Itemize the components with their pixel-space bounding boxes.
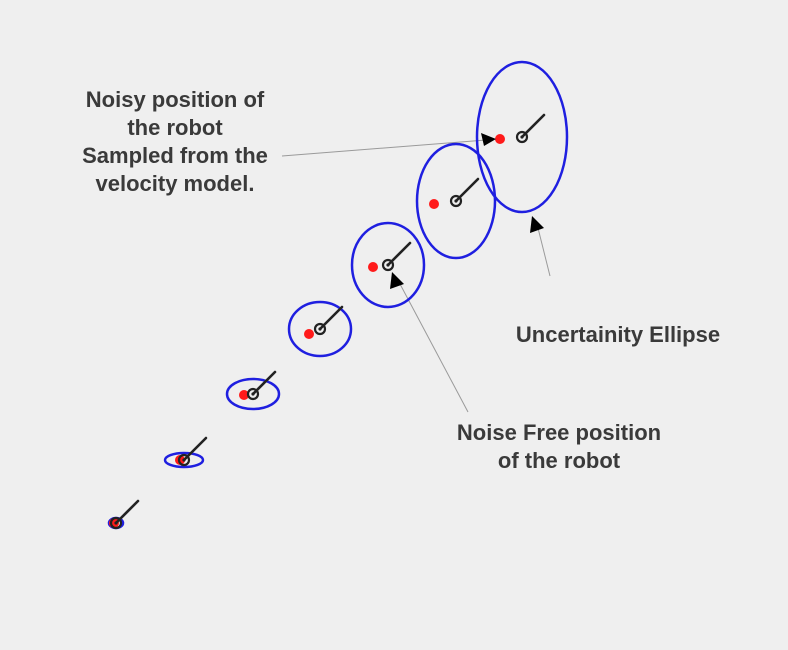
robot-center-5 — [386, 263, 390, 267]
uncertainty-leader-line — [537, 227, 551, 277]
noisy-leader-line — [281, 139, 487, 157]
noisy-position-label: Noisy position of the robot Sampled from… — [60, 86, 290, 198]
noise-free-label-line-2: of the robot — [497, 448, 621, 473]
sample-6 — [415, 142, 497, 260]
noisy-position-point-5 — [368, 262, 378, 272]
robot-center-7 — [520, 135, 524, 139]
uncertainty-ellipse-6 — [415, 142, 497, 260]
noisy-label-line-4: velocity model. — [95, 171, 255, 196]
noisy-label-line-2: the robot — [127, 115, 223, 140]
noisy-position-point-6 — [429, 199, 439, 209]
sample-3 — [225, 370, 281, 411]
robot-center-3 — [251, 392, 255, 396]
sample-7 — [475, 60, 569, 214]
uncertainty-ellipse-7 — [475, 60, 569, 214]
noise-free-arrow-icon — [390, 272, 404, 289]
noise-free-label-line-1: Noise Free position — [456, 420, 662, 445]
robot-center-1 — [114, 521, 118, 525]
noisy-arrow-icon — [481, 133, 496, 146]
uncertainty-arrow-icon — [530, 216, 544, 233]
noise-free-leader-line — [399, 283, 469, 413]
noisy-label-line-1: Noisy position of — [85, 87, 265, 112]
noisy-label-line-3: Sampled from the — [82, 143, 268, 168]
robot-center-2 — [182, 458, 186, 462]
noise-free-position-label: Noise Free position of the robot — [436, 419, 682, 475]
uncertainty-ellipse-3 — [225, 377, 281, 411]
robot-body-3 — [246, 387, 260, 401]
uncertainty-ellipse-label: Uncertainity Ellipse — [498, 321, 738, 349]
noisy-position-point-3 — [239, 390, 249, 400]
sample-2 — [163, 436, 208, 469]
noisy-position-point-4 — [304, 329, 314, 339]
robot-body-1 — [109, 516, 123, 530]
robot-body-6 — [449, 194, 463, 208]
uncertainty-ellipse-2 — [163, 451, 205, 469]
robot-body-2 — [177, 453, 191, 467]
robot-body-7 — [515, 130, 529, 144]
uncertainty-ellipse-5 — [350, 221, 426, 309]
robot-center-4 — [318, 327, 322, 331]
robot-body-4 — [313, 322, 327, 336]
sample-4 — [287, 300, 353, 358]
robot-body-5 — [381, 258, 395, 272]
uncertainty-ellipse-4 — [287, 300, 353, 358]
sample-1 — [107, 499, 140, 530]
sample-5 — [350, 221, 426, 309]
noisy-position-point-7 — [495, 134, 505, 144]
robot-center-6 — [454, 199, 458, 203]
uncertainty-label-text: Uncertainity Ellipse — [515, 322, 721, 347]
